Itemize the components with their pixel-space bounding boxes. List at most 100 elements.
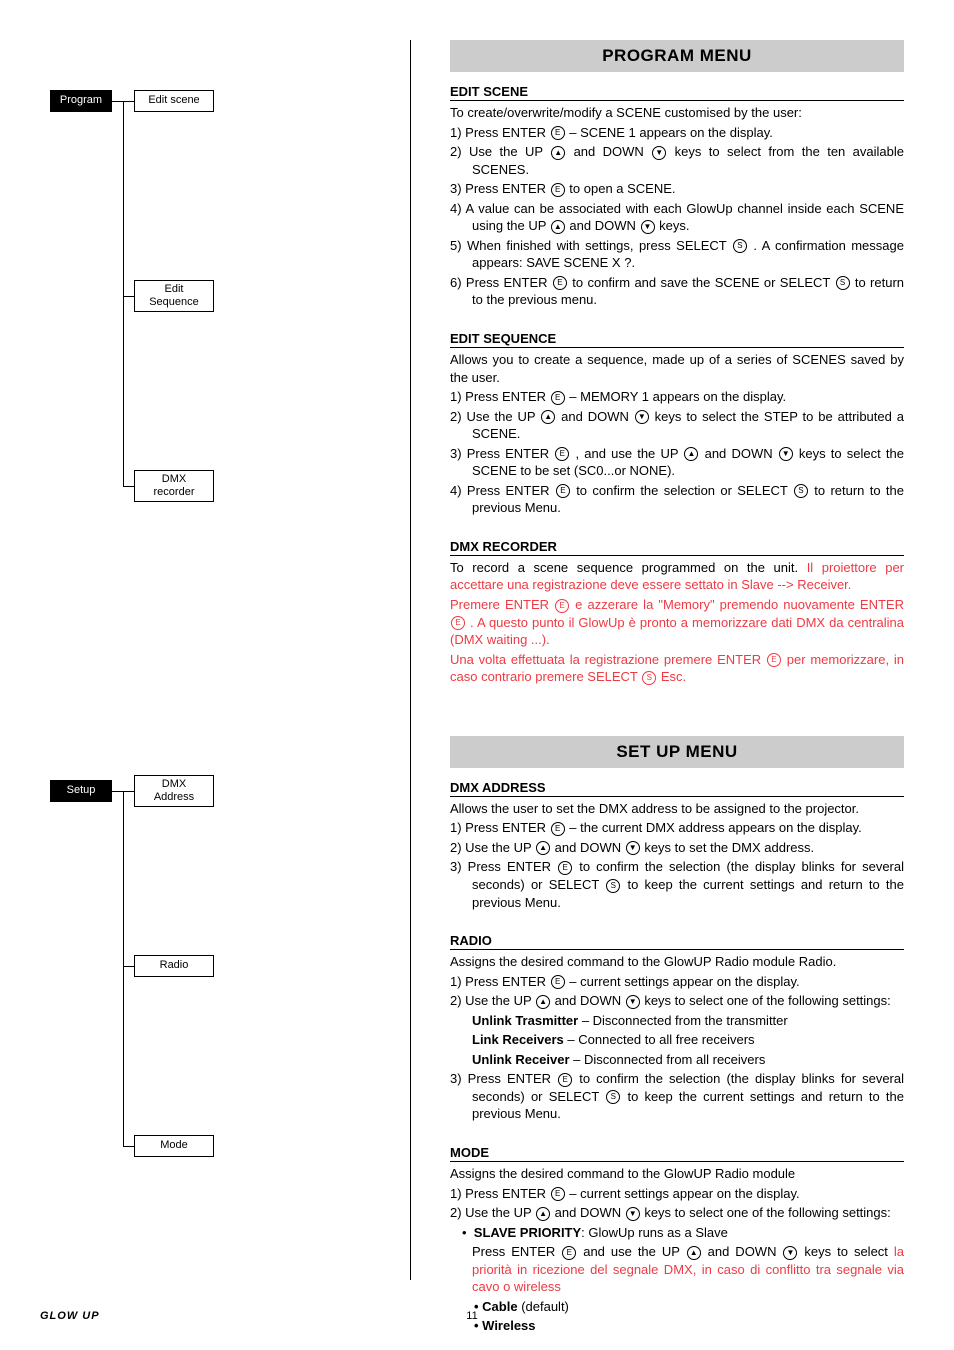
node-label: recorder bbox=[154, 486, 195, 499]
node-edit-scene: Edit scene bbox=[134, 90, 214, 112]
step: 5) When finished with settings, press SE… bbox=[450, 237, 904, 272]
sub-title: DMX RECORDER bbox=[450, 539, 904, 556]
step: 3) Press ENTER E to confirm the selectio… bbox=[450, 858, 904, 911]
connector bbox=[123, 486, 134, 487]
intro-text: Allows the user to set the DMX address t… bbox=[450, 800, 904, 818]
node-label: Edit bbox=[165, 283, 184, 296]
enter-key-icon: E bbox=[767, 653, 781, 667]
connector bbox=[123, 296, 134, 297]
select-key-icon: S bbox=[606, 879, 620, 893]
enter-key-icon: E bbox=[551, 126, 565, 140]
step: 2) Use the UP ▲ and DOWN ▼ keys to selec… bbox=[450, 1204, 904, 1222]
up-key-icon: ▲ bbox=[551, 146, 565, 160]
enter-key-icon: E bbox=[555, 447, 569, 461]
node-label: Mode bbox=[160, 1139, 188, 1152]
node-label: Sequence bbox=[149, 296, 199, 309]
select-key-icon: S bbox=[733, 239, 747, 253]
node-label: DMX bbox=[162, 778, 186, 791]
step: 1) Press ENTER E – current settings appe… bbox=[450, 1185, 904, 1203]
option: Unlink Receiver – Disconnected from all … bbox=[450, 1051, 904, 1069]
intro-text: To create/overwrite/modify a SCENE custo… bbox=[450, 104, 904, 122]
enter-key-icon: E bbox=[558, 861, 572, 875]
section-edit-sequence: EDIT SEQUENCE Allows you to create a seq… bbox=[450, 331, 904, 517]
node-program: Program bbox=[50, 90, 112, 112]
step: 1) Press ENTER E – current settings appe… bbox=[450, 973, 904, 991]
text-column: PROGRAM MENU EDIT SCENE To create/overwr… bbox=[440, 40, 904, 1280]
enter-key-icon: E bbox=[553, 276, 567, 290]
node-label: Radio bbox=[160, 959, 189, 972]
footer-page-number: 11 bbox=[466, 1310, 477, 1322]
step: 4) Press ENTER E to confirm the selectio… bbox=[450, 482, 904, 517]
down-key-icon: ▼ bbox=[641, 220, 655, 234]
step: 3) Press ENTER E to open a SCENE. bbox=[450, 180, 904, 198]
enter-key-icon: E bbox=[551, 975, 565, 989]
enter-key-icon: E bbox=[451, 616, 465, 630]
step: 4) A value can be associated with each G… bbox=[450, 200, 904, 235]
down-key-icon: ▼ bbox=[635, 410, 649, 424]
paragraph: To record a scene sequence programmed on… bbox=[450, 559, 904, 594]
section-dmx-address: DMX ADDRESS Allows the user to set the D… bbox=[450, 780, 904, 911]
section-body: To create/overwrite/modify a SCENE custo… bbox=[450, 104, 904, 309]
down-key-icon: ▼ bbox=[652, 146, 666, 160]
intro-text: Assigns the desired command to the GlowU… bbox=[450, 953, 904, 971]
sub-title: MODE bbox=[450, 1145, 904, 1162]
node-mode: Mode bbox=[134, 1135, 214, 1157]
up-key-icon: ▲ bbox=[687, 1246, 701, 1260]
enter-key-icon: E bbox=[558, 1073, 572, 1087]
enter-key-icon: E bbox=[551, 1187, 565, 1201]
node-label: Edit scene bbox=[148, 94, 199, 107]
enter-key-icon: E bbox=[555, 599, 569, 613]
diagram-column: Program Edit scene Edit Sequence DMX rec… bbox=[40, 40, 420, 1280]
down-key-icon: ▼ bbox=[626, 1207, 640, 1221]
sub-title: EDIT SCENE bbox=[450, 84, 904, 101]
node-dmx-recorder: DMX recorder bbox=[134, 470, 214, 502]
node-setup: Setup bbox=[50, 780, 112, 802]
section-edit-scene: EDIT SCENE To create/overwrite/modify a … bbox=[450, 84, 904, 309]
select-key-icon: S bbox=[836, 276, 850, 290]
down-key-icon: ▼ bbox=[626, 995, 640, 1009]
step: 2) Use the UP ▲ and DOWN ▼ keys to set t… bbox=[450, 839, 904, 857]
section-radio: RADIO Assigns the desired command to the… bbox=[450, 933, 904, 1123]
section-body: Allows you to create a sequence, made up… bbox=[450, 351, 904, 517]
step: 2) Use the UP ▲ and DOWN ▼ keys to selec… bbox=[450, 408, 904, 443]
intro-text: Assigns the desired command to the GlowU… bbox=[450, 1165, 904, 1183]
connector bbox=[123, 966, 134, 967]
enter-key-icon: E bbox=[551, 822, 565, 836]
option: Unlink Trasmitter – Disconnected from th… bbox=[450, 1012, 904, 1030]
step: 6) Press ENTER E to confirm and save the… bbox=[450, 274, 904, 309]
enter-key-icon: E bbox=[551, 183, 565, 197]
node-edit-sequence: Edit Sequence bbox=[134, 280, 214, 312]
bullet-sub: Press ENTER E and use the UP ▲ and DOWN … bbox=[450, 1243, 904, 1296]
intro-text: Allows you to create a sequence, made up… bbox=[450, 351, 904, 386]
step: 3) Press ENTER E to confirm the selectio… bbox=[450, 1070, 904, 1123]
option: Link Receivers – Connected to all free r… bbox=[450, 1031, 904, 1049]
down-key-icon: ▼ bbox=[779, 447, 793, 461]
enter-key-icon: E bbox=[562, 1246, 576, 1260]
enter-key-icon: E bbox=[551, 391, 565, 405]
connector bbox=[123, 1146, 134, 1147]
sub-title: RADIO bbox=[450, 933, 904, 950]
node-label: Setup bbox=[67, 784, 96, 797]
section-body: Assigns the desired command to the GlowU… bbox=[450, 953, 904, 1123]
step: 1) Press ENTER E – SCENE 1 appears on th… bbox=[450, 124, 904, 142]
up-key-icon: ▲ bbox=[684, 447, 698, 461]
bullet: • SLAVE PRIORITY: GlowUp runs as a Slave bbox=[450, 1224, 904, 1242]
header-setup-menu: SET UP MENU bbox=[450, 736, 904, 768]
section-dmx-recorder: DMX RECORDER To record a scene sequence … bbox=[450, 539, 904, 686]
red-paragraph: Premere ENTER E e azzerare la "Memory" p… bbox=[450, 596, 904, 649]
up-key-icon: ▲ bbox=[536, 841, 550, 855]
connector bbox=[123, 791, 124, 1146]
node-dmx-address: DMX Address bbox=[134, 775, 214, 807]
select-key-icon: S bbox=[642, 671, 656, 685]
down-key-icon: ▼ bbox=[783, 1246, 797, 1260]
section-body: To record a scene sequence programmed on… bbox=[450, 559, 904, 686]
step: 2) Use the UP ▲ and DOWN ▼ keys to selec… bbox=[450, 143, 904, 178]
connector bbox=[123, 101, 124, 486]
header-program-menu: PROGRAM MENU bbox=[450, 40, 904, 72]
enter-key-icon: E bbox=[556, 484, 570, 498]
footer-brand: GLOW UP bbox=[40, 1310, 100, 1322]
section-body: Allows the user to set the DMX address t… bbox=[450, 800, 904, 911]
step: 1) Press ENTER E – MEMORY 1 appears on t… bbox=[450, 388, 904, 406]
up-key-icon: ▲ bbox=[551, 220, 565, 234]
sub-title: DMX ADDRESS bbox=[450, 780, 904, 797]
